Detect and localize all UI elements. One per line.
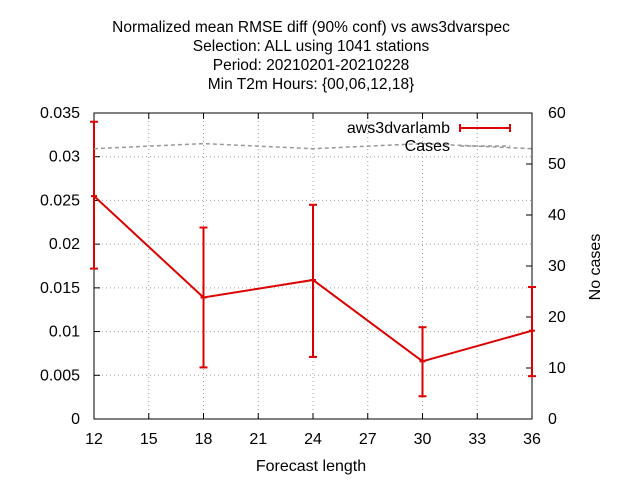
x-tick-label: 18 (195, 431, 213, 448)
x-axis-label: Forecast length (256, 458, 366, 475)
y2-tick-labels: 0 10 20 30 40 50 60 (548, 105, 566, 428)
legend-label: aws3dvarlamb (347, 120, 450, 137)
x-tick-label: 21 (249, 431, 267, 448)
title-line: Normalized mean RMSE diff (90% conf) vs … (112, 19, 510, 36)
y-tick-labels: 0 0.005 0.01 0.015 0.02 0.025 0.03 0.035 (40, 105, 80, 428)
x-tick-label: 24 (304, 431, 322, 448)
legend-label: Cases (405, 138, 450, 155)
title-line: Period: 20210201-20210228 (213, 57, 410, 74)
y2-tick-label: 40 (548, 207, 566, 224)
y2-axis-label: No cases (587, 234, 604, 301)
y2-tick-label: 20 (548, 309, 566, 326)
chart-title: Normalized mean RMSE diff (90% conf) vs … (112, 19, 510, 93)
title-line: Selection: ALL using 1041 stations (193, 38, 430, 55)
y-tick-label: 0.015 (40, 280, 80, 297)
y-tick-label: 0 (71, 411, 80, 428)
y2-tick-label: 30 (548, 258, 566, 275)
y2-tick-label: 0 (548, 411, 557, 428)
x-tick-label: 30 (414, 431, 432, 448)
x-tick-label: 27 (359, 431, 377, 448)
y-tick-label: 0.01 (49, 324, 80, 341)
cases-line (93, 142, 533, 150)
series-layer (90, 120, 536, 398)
y2-tick-label: 10 (548, 360, 566, 377)
y-tick-label: 0.025 (40, 192, 80, 209)
x-tick-label: 12 (85, 431, 103, 448)
y-tick-label: 0.005 (40, 367, 80, 384)
y2-tick-label: 50 (548, 156, 566, 173)
y2-tick-label: 60 (548, 105, 566, 122)
y-tick-label: 0.035 (40, 105, 80, 122)
x-tick-label: 33 (468, 431, 486, 448)
y-tick-label: 0.02 (49, 236, 80, 253)
x-tick-label: 15 (140, 431, 158, 448)
x-tick-label: 36 (523, 431, 541, 448)
title-line: Min T2m Hours: {00,06,12,18} (208, 76, 415, 93)
x-tick-labels: 12 15 18 21 24 27 30 33 36 (85, 431, 541, 448)
y-tick-label: 0.03 (49, 149, 80, 166)
